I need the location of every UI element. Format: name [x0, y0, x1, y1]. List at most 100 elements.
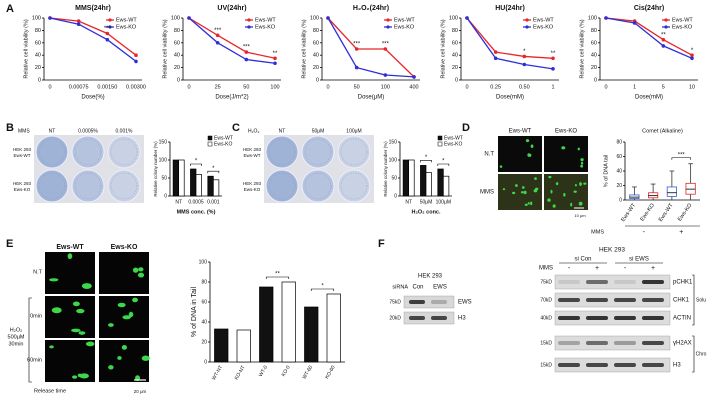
y-tick-label: 60: [591, 40, 597, 46]
bar: [172, 159, 180, 197]
point: [134, 59, 138, 64]
bar: [212, 179, 220, 197]
y-tick-label: 100: [32, 15, 41, 21]
micrograph: [45, 296, 95, 338]
x-tick-label: 5: [662, 84, 665, 90]
lane-label: +: [651, 265, 655, 272]
nucleus: [71, 328, 81, 333]
legend-label: Ews-WT: [672, 17, 693, 23]
point: [187, 16, 191, 20]
nucleus: [132, 297, 138, 303]
legend-marker: [247, 25, 251, 29]
point: [493, 56, 498, 61]
bar: [304, 306, 319, 363]
bar: [178, 159, 185, 197]
x-axis-label: H₂O₂ conc.: [411, 209, 441, 215]
band: [586, 341, 608, 345]
y-axis-label: Relative cell viability (%): [579, 19, 585, 78]
y-tick-label: 150: [159, 139, 168, 145]
column-label: 0.0005%: [78, 128, 98, 134]
nucleus: [577, 147, 580, 151]
point: [354, 65, 359, 70]
point: [632, 21, 637, 25]
bar: [437, 168, 444, 197]
sig-bracket: [265, 276, 290, 279]
y-tick-label: 80: [35, 28, 41, 34]
nucleus: [520, 191, 524, 194]
nucleus: [81, 283, 92, 289]
point: [522, 62, 527, 67]
row-label: Ews-KO: [244, 187, 261, 192]
nucleus: [121, 344, 128, 350]
y-tick-label: 80: [452, 28, 458, 34]
legend-marker: [386, 18, 390, 22]
nucleus: [530, 201, 533, 206]
y-tick-label: 60: [35, 40, 41, 46]
series-line: [605, 17, 693, 56]
legend-marker: [247, 18, 251, 22]
significance: **: [275, 272, 280, 278]
lane-label: Con: [412, 285, 423, 291]
significance: ***: [104, 26, 112, 32]
plate-inner: [74, 138, 102, 166]
nucleus: [117, 302, 126, 308]
band: [586, 316, 608, 320]
y-tick-label: 80: [591, 28, 597, 34]
point: [604, 16, 608, 20]
row-label: Ews-WT: [244, 153, 261, 158]
band: [642, 316, 664, 320]
x-tick-label: Ews-WT: [658, 202, 675, 223]
x-tick-label: WT-60: [302, 364, 315, 380]
y-tick-label: 80: [174, 28, 180, 34]
plate: [301, 135, 335, 169]
point: [105, 31, 110, 36]
plate: [265, 169, 299, 203]
plate-inner: [304, 172, 332, 200]
legend-marker: [525, 18, 529, 22]
bar: [214, 328, 229, 363]
y-tick-label: 60: [616, 154, 622, 160]
band-label: EWS: [458, 300, 472, 306]
significance: **: [273, 51, 278, 57]
box: [666, 186, 677, 197]
y-tick-label: 20: [452, 65, 458, 71]
point: [551, 67, 555, 71]
nucleus: [512, 191, 516, 195]
band: [642, 363, 664, 367]
nucleus: [579, 182, 582, 186]
nucleus: [578, 201, 583, 206]
x-tick-label: KO-0: [281, 364, 292, 377]
legend-marker: [386, 25, 390, 29]
nucleus: [108, 365, 114, 370]
legend-label: Ews-WT: [214, 135, 233, 141]
blot: [403, 295, 455, 309]
blot: [554, 292, 671, 308]
band: [409, 316, 425, 320]
y-tick-label: 40: [452, 53, 458, 59]
band-label: pCHK1: [673, 280, 693, 286]
point: [273, 61, 277, 66]
series-line: [188, 17, 276, 64]
point: [215, 41, 220, 45]
significance: ***: [382, 42, 390, 48]
nucleus: [527, 202, 530, 205]
column-label: NT: [49, 128, 56, 134]
bar: [236, 329, 251, 363]
y-tick-label: 0: [38, 77, 41, 83]
plate: [71, 135, 105, 169]
point: [244, 57, 249, 62]
band: [558, 341, 580, 345]
legend-label: Ews-KO: [394, 24, 415, 30]
row-label: 0min: [30, 313, 42, 319]
bar: [425, 172, 432, 197]
significance: ***: [243, 45, 251, 51]
bar: [326, 293, 341, 363]
nucleus: [78, 331, 86, 335]
y-tick-label: 100: [159, 157, 168, 163]
panel-label: E: [6, 238, 13, 250]
bar: [207, 175, 214, 197]
series-line: [327, 17, 415, 78]
x-tick-label: KO-60: [324, 364, 337, 380]
y-tick-label: 60: [201, 299, 207, 305]
row-label: 60min: [27, 357, 42, 363]
